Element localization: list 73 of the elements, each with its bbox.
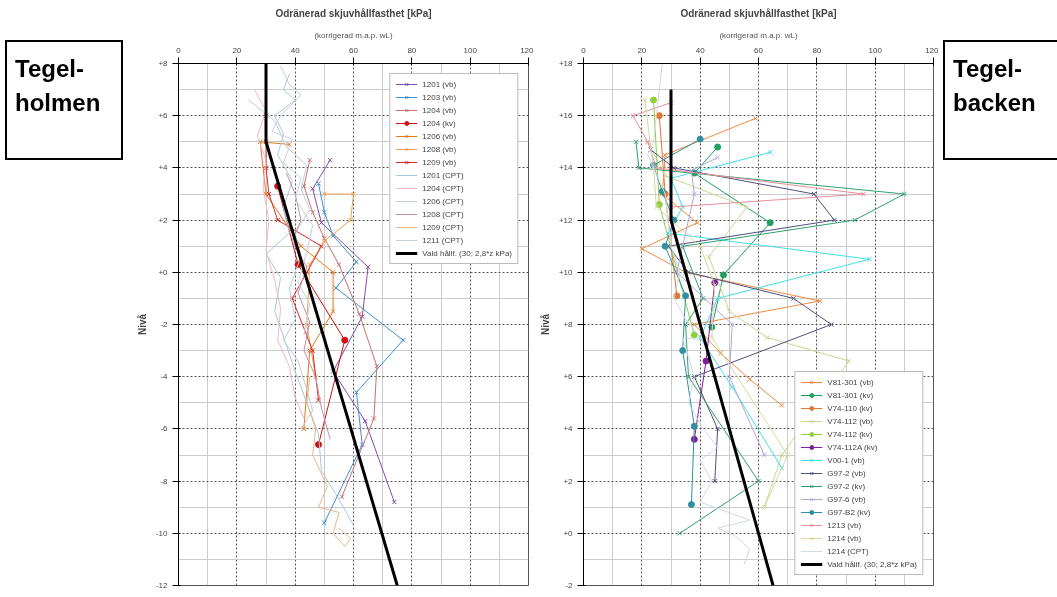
legend-label: V74-112A (kv) — [827, 442, 878, 452]
x-tick-label: 100 — [463, 45, 478, 55]
y-tick-label: +2 — [158, 215, 169, 225]
y-tick-label: +16 — [558, 111, 574, 121]
legend-label: G97-2 (kv) — [827, 481, 866, 491]
legend-label: 1209 (CPT) — [422, 222, 464, 232]
legend-label: 1208 (vb) — [422, 144, 457, 154]
legend-label: V81-301 (kv) — [827, 390, 874, 400]
legend-label: 1203 (vb) — [422, 92, 457, 102]
x-tick-label: 120 — [520, 45, 535, 55]
legend-label: 1214 (vb) — [827, 533, 862, 543]
x-tick-label: 40 — [290, 45, 301, 55]
legend-label: 1206 (vb) — [422, 131, 457, 141]
y-tick-label: +10 — [558, 267, 574, 277]
x-tick-label: 80 — [812, 45, 822, 55]
x-tick-label: 20 — [232, 45, 242, 55]
y-tick-label: -8 — [160, 476, 169, 486]
y-tick-label: -4 — [160, 372, 169, 382]
chart-title: Odränerad skjuvhållfasthet [kPa] — [275, 7, 432, 19]
legend-label: 1208 (CPT) — [422, 209, 464, 219]
y-tick-label: +12 — [558, 215, 574, 225]
legend-label: V74-112 (kv) — [827, 429, 873, 439]
y-tick-label: +14 — [558, 163, 574, 173]
legend-label: 1204 (vb) — [422, 105, 457, 115]
y-tick-label: +2 — [563, 476, 574, 486]
legend-label: 1204 (CPT) — [422, 183, 464, 193]
text: Tegel- holmen — [15, 54, 101, 119]
chart-subtitle: (korrigerad m.a.p. wL) — [314, 30, 393, 40]
legend-label: 1206 (CPT) — [422, 196, 464, 206]
x-tick-label: 0 — [176, 45, 182, 55]
legend-label: V74-110 (kv) — [827, 403, 873, 413]
y-tick-label: -6 — [160, 424, 169, 434]
legend-label: 1213 (vb) — [827, 520, 862, 530]
y-tick-label: +8 — [158, 59, 169, 68]
x-tick-label: 20 — [637, 45, 647, 55]
legend-label: 1201 (vb) — [422, 79, 457, 89]
legend-label: 1209 (vb) — [422, 157, 457, 167]
legend-label: Vald hållf. (30; 2,8*z kPa) — [827, 559, 917, 569]
legend-label: 1214 (CPT) — [827, 546, 869, 556]
x-tick-label: 100 — [868, 45, 883, 55]
y-tick-label: +6 — [158, 111, 169, 121]
y-tick-label: +6 — [563, 372, 574, 382]
y-tick-label: -10 — [155, 528, 169, 538]
x-tick-label: 120 — [925, 45, 940, 55]
y-axis-title: Nivå — [539, 313, 551, 336]
x-tick-label: 80 — [407, 45, 417, 55]
legend-label: V74-112 (vb) — [827, 416, 873, 426]
y-tick-label: +4 — [563, 424, 574, 434]
legend-label: 1204 (kv) — [422, 118, 456, 128]
legend-label: G97-6 (vb) — [827, 494, 866, 504]
y-tick-label: +18 — [558, 59, 574, 68]
legend-label: 1201 (CPT) — [422, 170, 464, 180]
chart-subtitle: (korrigerad m.a.p. wL) — [719, 30, 798, 40]
y-tick-label: -2 — [565, 581, 574, 590]
x-tick-label: 0 — [581, 45, 587, 55]
legend-label: G97-B2 (kv) — [827, 507, 871, 517]
y-tick-label: -2 — [160, 320, 169, 329]
y-tick-label: +4 — [158, 163, 169, 173]
x-tick-label: 60 — [754, 45, 764, 55]
y-tick-label: +8 — [563, 320, 574, 329]
text: Tegel- backen — [953, 54, 1036, 119]
legend-label: V00-1 (vb) — [827, 455, 865, 465]
y-tick-label: -12 — [155, 581, 169, 590]
legend-label: G97-2 (vb) — [827, 468, 866, 478]
legend-label: V81-301 (vb) — [827, 377, 874, 387]
legend-label: 1211 (CPT) — [422, 235, 464, 245]
y-tick-label: +0 — [563, 528, 574, 538]
y-axis-title: Nivå — [136, 313, 148, 336]
y-tick-label: +0 — [158, 267, 169, 277]
x-tick-label: 60 — [349, 45, 359, 55]
legend-label: Vald hållf. (30; 2,8*z kPa) — [422, 248, 512, 258]
chart-title: Odränerad skjuvhållfasthet [kPa] — [680, 7, 837, 19]
x-tick-label: 40 — [695, 45, 706, 55]
